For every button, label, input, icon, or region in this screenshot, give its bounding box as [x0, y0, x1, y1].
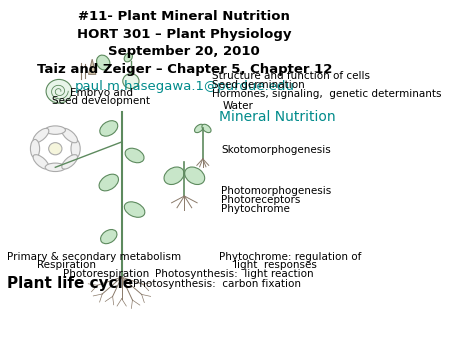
Text: Photorespiration: Photorespiration — [63, 269, 149, 279]
Ellipse shape — [164, 167, 184, 185]
Ellipse shape — [71, 139, 80, 158]
Text: HORT 301 – Plant Physiology: HORT 301 – Plant Physiology — [77, 28, 292, 41]
Ellipse shape — [124, 202, 145, 217]
Ellipse shape — [125, 148, 144, 163]
Ellipse shape — [100, 121, 118, 136]
Ellipse shape — [33, 155, 49, 169]
Text: Taiz and Zeiger – Chapter 5, Chapter 12: Taiz and Zeiger – Chapter 5, Chapter 12 — [36, 63, 332, 76]
Text: Plant life cycle: Plant life cycle — [7, 276, 134, 291]
Text: Mineral Nutrition: Mineral Nutrition — [220, 110, 336, 124]
Ellipse shape — [97, 55, 110, 70]
Text: Seed germination: Seed germination — [212, 80, 305, 90]
Text: Primary & secondary metabolism: Primary & secondary metabolism — [7, 252, 181, 262]
Text: Respiration: Respiration — [37, 260, 96, 270]
Ellipse shape — [33, 128, 49, 143]
Text: Embryo and: Embryo and — [70, 88, 133, 98]
Ellipse shape — [62, 155, 77, 169]
Ellipse shape — [202, 124, 211, 132]
Text: Hormones, signaling,  genetic determinants: Hormones, signaling, genetic determinant… — [212, 89, 441, 99]
Text: Seed development: Seed development — [52, 96, 150, 106]
Ellipse shape — [124, 53, 132, 62]
Text: Water: Water — [223, 101, 254, 112]
Ellipse shape — [101, 230, 117, 244]
Text: Photoreceptors: Photoreceptors — [221, 195, 301, 205]
Text: Skotomorphogenesis: Skotomorphogenesis — [221, 145, 331, 155]
Text: Photosynthesis:  carbon fixation: Photosynthesis: carbon fixation — [133, 279, 301, 289]
Text: September 20, 2010: September 20, 2010 — [108, 45, 260, 58]
Ellipse shape — [31, 139, 40, 158]
Text: Photomorphogenesis: Photomorphogenesis — [221, 186, 332, 196]
Text: #11- Plant Mineral Nutrition: #11- Plant Mineral Nutrition — [78, 10, 290, 23]
Ellipse shape — [62, 128, 77, 143]
Circle shape — [123, 74, 139, 89]
Circle shape — [46, 79, 72, 103]
Text: light  responses: light responses — [234, 260, 317, 270]
Polygon shape — [89, 59, 96, 74]
Text: Phytochrome: Phytochrome — [221, 204, 290, 214]
Text: paul.m.hasegawa.1@purdue.edu: paul.m.hasegawa.1@purdue.edu — [74, 80, 294, 93]
Ellipse shape — [45, 163, 65, 172]
Text: Structure and function of cells: Structure and function of cells — [212, 71, 370, 81]
Ellipse shape — [194, 124, 204, 132]
Ellipse shape — [45, 126, 65, 134]
Ellipse shape — [99, 174, 118, 191]
Text: Photosynthesis:  light reaction: Photosynthesis: light reaction — [155, 269, 314, 279]
Ellipse shape — [184, 167, 205, 185]
Circle shape — [49, 143, 62, 155]
Text: Phytochrome: regulation of: Phytochrome: regulation of — [220, 252, 362, 262]
